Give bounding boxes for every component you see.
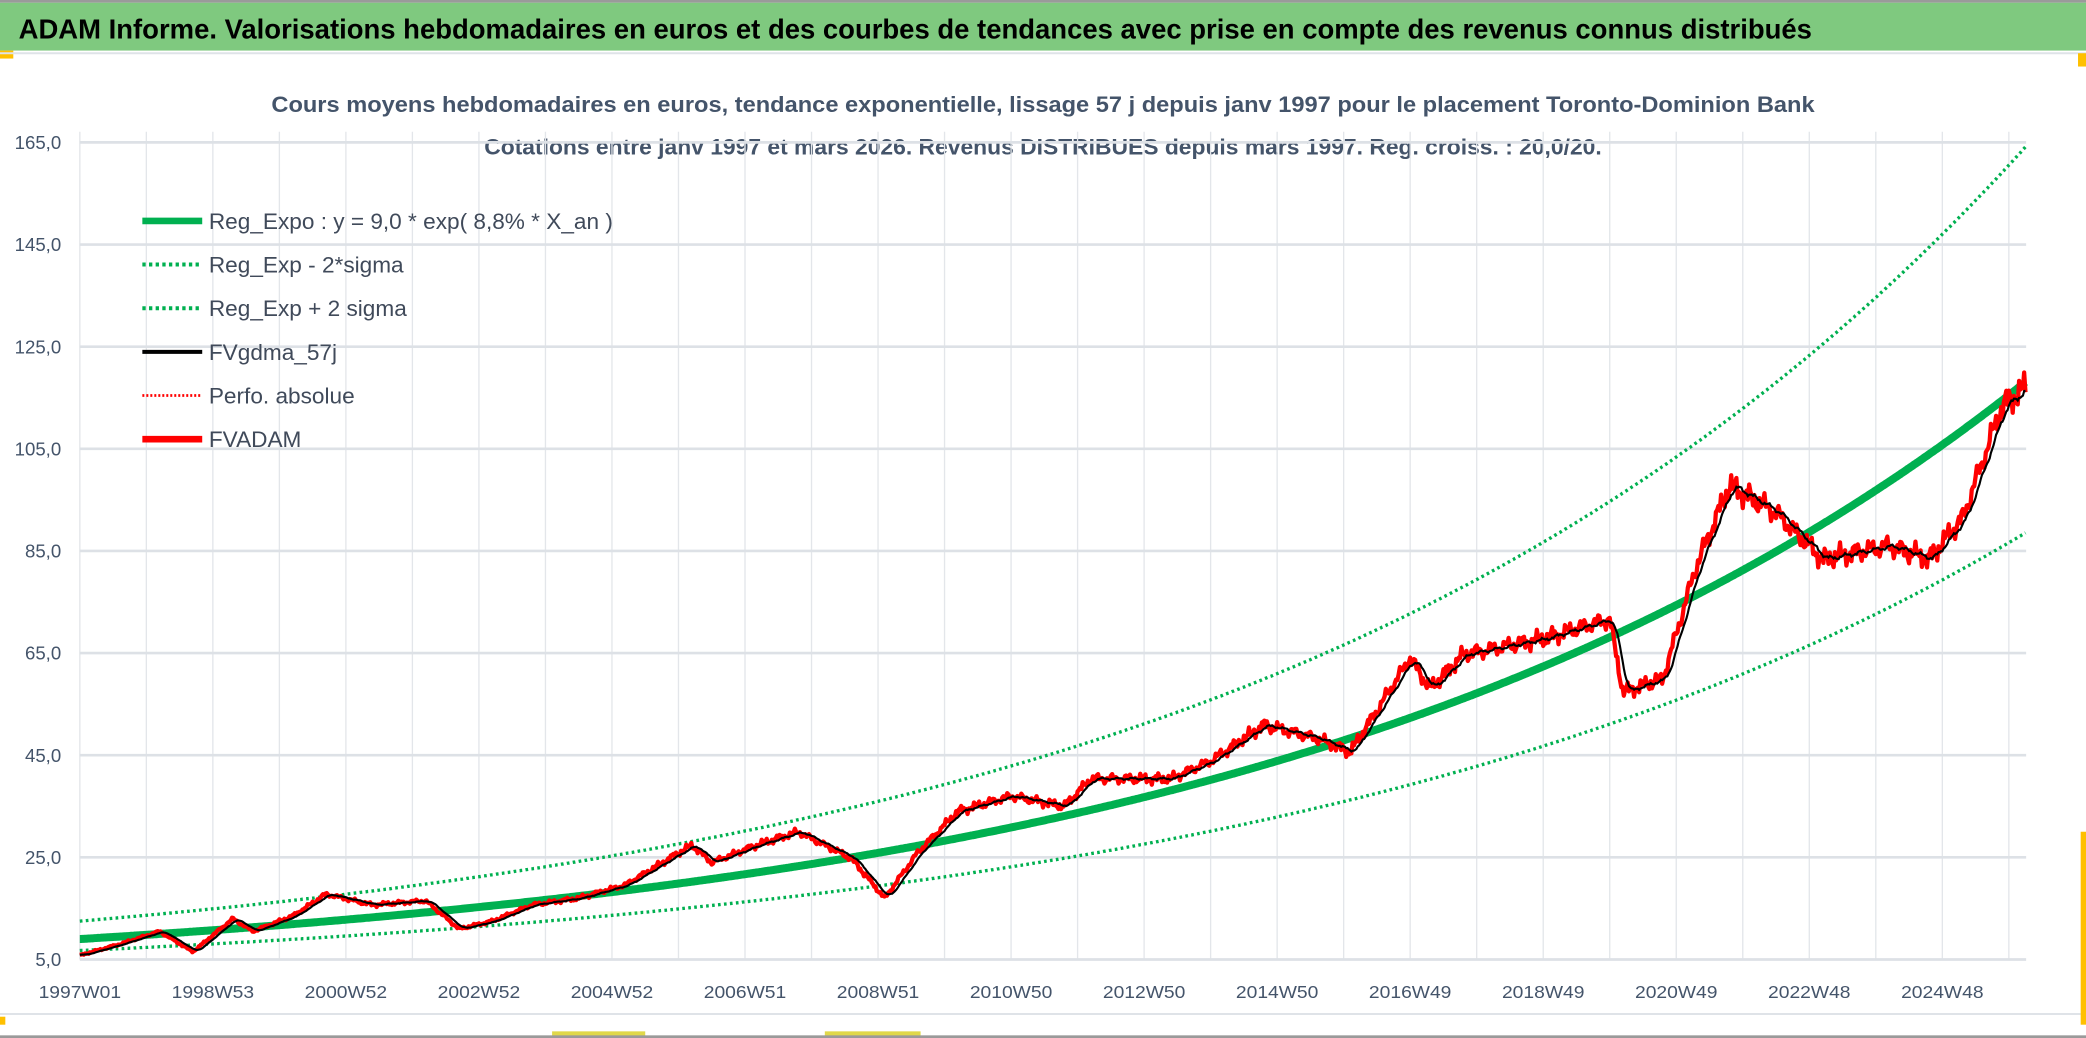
x-tick-label: 2000W52 <box>305 982 387 1002</box>
y-tick-label: 165,0 <box>15 132 62 153</box>
y-tick-label: 5,0 <box>35 949 61 970</box>
y-tick-label: 125,0 <box>15 336 62 357</box>
chart-subtitle: Cotations entre janv 1997 et mars 2026. … <box>484 134 1602 159</box>
gridlines <box>79 131 2027 961</box>
y-tick-label: 45,0 <box>25 745 61 766</box>
header-title: ADAM Informe. Valorisations hebdomadaire… <box>19 14 1812 45</box>
legend-label: Reg_Exp + 2 sigma <box>209 296 407 321</box>
header-bar <box>0 2 2086 51</box>
chart-title: Cours moyens hebdomadaires en euros, ten… <box>271 92 1815 117</box>
cell-marker <box>0 50 14 59</box>
legend-label: Reg_Expo : y = 9,0 * exp( 8,8% * X_an ) <box>209 209 613 234</box>
x-tick-label: 2012W50 <box>1103 982 1185 1002</box>
y-tick-label: 145,0 <box>15 234 62 255</box>
series-reg-exp-plus-2-sigma <box>79 145 2027 923</box>
x-tick-label: 2020W49 <box>1635 982 1717 1002</box>
x-tick-label: 2006W51 <box>704 982 786 1002</box>
x-tick-label: 2002W52 <box>438 982 520 1002</box>
y-tick-label: 85,0 <box>25 541 61 562</box>
legend-label: FVgdma_57j <box>209 340 337 365</box>
x-tick-label: 2014W50 <box>1236 982 1318 1002</box>
y-tick-label: 105,0 <box>15 438 62 459</box>
legend-label: FVADAM <box>209 427 302 452</box>
legend-label: Reg_Exp - 2*sigma <box>209 253 404 278</box>
series-reg-exp-minus-2-sigma <box>79 531 2027 953</box>
x-tick-label: 2024W48 <box>1901 982 1983 1002</box>
series-fvgdma-57j <box>79 389 2026 956</box>
legend-label: Perfo. absolue <box>209 383 355 408</box>
y-tick-label: 25,0 <box>25 847 61 868</box>
x-tick-label: 2022W48 <box>1768 982 1850 1002</box>
legend: Reg_Expo : y = 9,0 * exp( 8,8% * X_an ) R… <box>142 209 613 452</box>
x-tick-label: 1998W53 <box>172 982 254 1002</box>
x-axis: 1997W01 1998W53 2000W52 2002W52 2004W52 2006W… <box>39 982 1984 1002</box>
x-tick-label: 2016W49 <box>1369 982 1451 1002</box>
x-tick-label: 2008W51 <box>837 982 919 1002</box>
y-tick-label: 65,0 <box>25 643 61 664</box>
series-layer <box>79 145 2028 957</box>
x-tick-label: 2018W49 <box>1502 982 1584 1002</box>
x-tick-label: 2004W52 <box>571 982 653 1002</box>
y-axis: 5,0 25,0 45,0 65,0 85,0 105,0 125,0 145,0 165,0 <box>15 132 62 970</box>
series-reg-expo <box>79 378 2028 943</box>
x-tick-label: 1997W01 <box>39 982 121 1002</box>
x-tick-label: 2010W50 <box>970 982 1052 1002</box>
